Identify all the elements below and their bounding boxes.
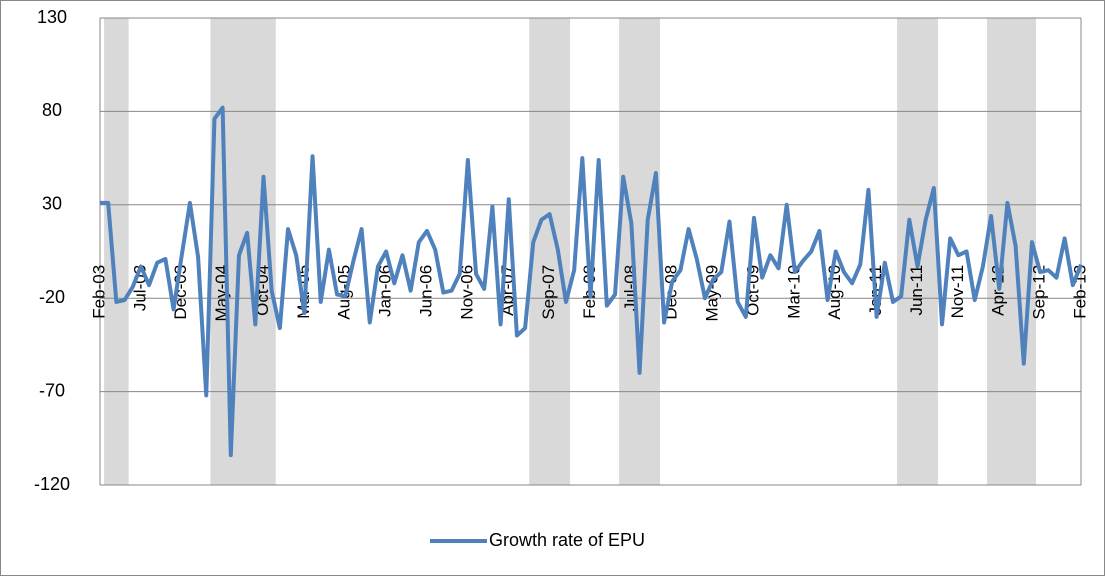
x-tick-label: Jun-06 [416,265,435,317]
x-tick-label: Sep-07 [539,265,558,320]
shaded-period [619,18,660,485]
x-tick-label: Feb-03 [89,265,108,319]
data-line [100,105,1083,458]
x-tick-label: Nov-11 [948,265,967,319]
y-tick-label: -70 [39,380,65,400]
x-tick-label: Sep-12 [1030,265,1049,320]
legend-label: Growth rate of EPU [489,530,645,550]
x-tick-label: Feb-13 [1070,265,1089,319]
shaded-period [210,18,276,485]
y-tick-label: 130 [37,7,67,27]
shaded-period [529,18,571,485]
shaded-period [897,18,938,485]
y-tick-label: -120 [34,474,70,494]
shaded-period [104,18,129,485]
y-tick-label: -20 [39,287,65,307]
x-tick-label: May-09 [703,265,722,322]
x-tick-label: Nov-06 [457,265,476,320]
x-tick-label: Jan-06 [376,265,395,317]
x-tick-label: Jun-11 [907,265,926,316]
y-tick-label: 80 [42,100,62,120]
x-tick-label: Mar-10 [784,265,803,319]
y-tick-label: 30 [42,194,62,214]
